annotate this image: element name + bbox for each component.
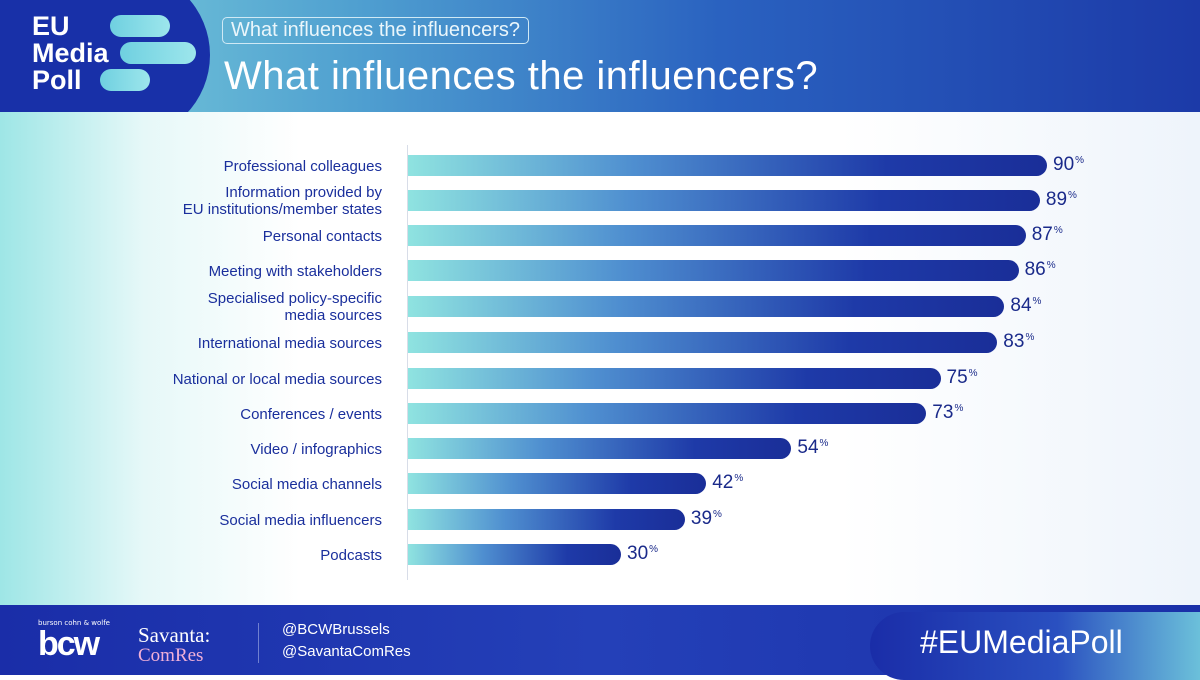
value-number: 86 xyxy=(1024,259,1046,280)
category-label: Social media influencers xyxy=(219,511,382,529)
value-label: 42% xyxy=(712,472,743,494)
category-label: Professional colleagues xyxy=(223,157,382,175)
bar xyxy=(408,403,927,424)
value-label: 86% xyxy=(1025,259,1056,281)
savanta-logo: Savanta: xyxy=(138,623,211,647)
value-number: 73 xyxy=(932,402,954,423)
value-label: 90% xyxy=(1053,154,1084,176)
value-number: 39 xyxy=(690,508,713,529)
bcw-logo-text: bcw xyxy=(38,625,100,663)
bar xyxy=(408,190,1040,211)
header: EU Media Poll What influences the influe… xyxy=(0,0,1200,140)
y-axis-line xyxy=(407,145,408,580)
category-label: International media sources xyxy=(197,334,382,352)
value-label: 87% xyxy=(1032,224,1063,246)
bar xyxy=(408,260,1019,281)
bar xyxy=(408,544,621,565)
bar xyxy=(408,296,1005,317)
value-number: 75 xyxy=(946,367,968,388)
value-number: 30 xyxy=(627,543,649,564)
logo-text: Poll xyxy=(32,65,82,95)
handle-bcw[interactable]: @BCWBrussels xyxy=(282,621,390,638)
value-number: 89 xyxy=(1045,189,1068,210)
bcw-logo: burson cohn & wolfe bcw xyxy=(38,619,110,661)
hashtag-pill: #EUMediaPoll xyxy=(870,612,1200,680)
chart-background xyxy=(0,112,1200,605)
handle-savanta[interactable]: @SavantaComRes xyxy=(282,643,411,660)
value-label: 83% xyxy=(1003,331,1034,353)
value-number: 90 xyxy=(1053,154,1075,175)
percent-sign: % xyxy=(713,509,722,520)
percent-sign: % xyxy=(1053,225,1063,236)
value-label: 73% xyxy=(932,402,963,424)
footer: burson cohn & wolfe bcw Savanta: ComRes … xyxy=(0,605,1200,680)
bar xyxy=(408,368,941,389)
bar xyxy=(408,473,707,494)
value-label: 54% xyxy=(797,437,828,459)
percent-sign: % xyxy=(1068,190,1077,201)
value-label: 39% xyxy=(691,508,722,530)
subtitle-bubble: What influences the influencers? xyxy=(222,17,530,44)
value-label: 75% xyxy=(947,367,978,389)
logo-text: Media xyxy=(32,38,109,68)
value-number: 42 xyxy=(712,472,734,493)
value-label: 84% xyxy=(1010,295,1041,317)
bar xyxy=(408,155,1047,176)
percent-sign: % xyxy=(649,544,659,555)
category-label: Social media channels xyxy=(231,475,382,493)
page-title: What influences the influencers? xyxy=(224,54,819,98)
percent-sign: % xyxy=(1075,155,1085,166)
category-label: Video / infographics xyxy=(250,440,382,458)
bar xyxy=(408,509,685,530)
percent-sign: % xyxy=(968,368,978,379)
bar xyxy=(408,438,792,459)
category-label: National or local media sources xyxy=(172,370,382,388)
percent-sign: % xyxy=(819,438,829,449)
category-label: Meeting with stakeholders xyxy=(208,262,382,280)
value-label: 89% xyxy=(1046,189,1077,211)
category-label: Specialised policy-specific media source… xyxy=(207,290,382,324)
logo-text: EU xyxy=(32,11,70,41)
percent-sign: % xyxy=(1025,332,1035,343)
divider xyxy=(258,623,259,663)
category-label: Personal contacts xyxy=(262,227,382,245)
hashtag[interactable]: #EUMediaPoll xyxy=(920,624,1123,660)
percent-sign: % xyxy=(1046,260,1056,271)
value-number: 87 xyxy=(1031,224,1053,245)
category-label: Information provided by EU institutions/… xyxy=(182,184,382,218)
comres-logo: ComRes xyxy=(138,645,204,666)
value-number: 54 xyxy=(797,437,819,458)
bcw-logo-small-text: burson cohn & wolfe xyxy=(38,619,110,627)
category-label: Conferences / events xyxy=(240,405,382,423)
value-number: 83 xyxy=(1003,331,1025,352)
category-label: Podcasts xyxy=(320,546,382,564)
percent-sign: % xyxy=(954,403,964,414)
value-number: 84 xyxy=(1010,295,1032,316)
bar xyxy=(408,225,1026,246)
percent-sign: % xyxy=(734,473,744,484)
percent-sign: % xyxy=(1032,296,1042,307)
bar xyxy=(408,332,998,353)
value-label: 30% xyxy=(627,543,658,565)
